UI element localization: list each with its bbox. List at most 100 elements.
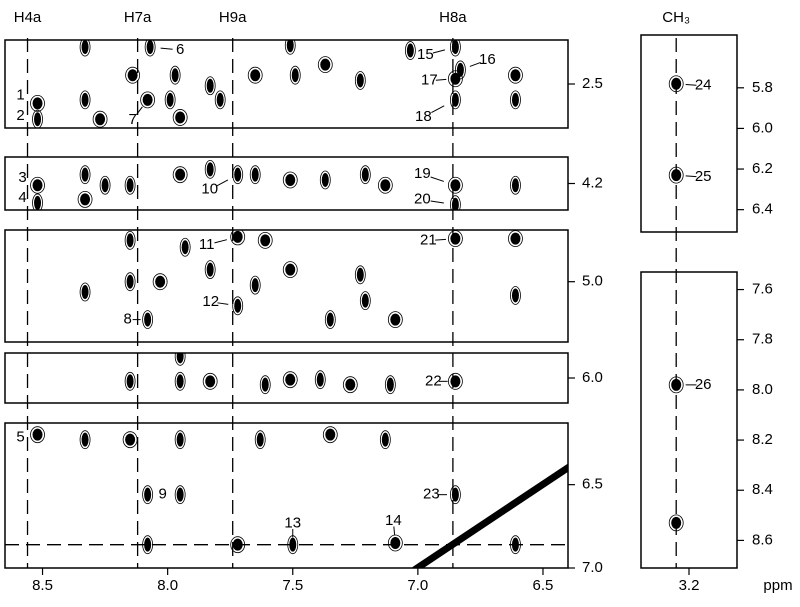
x-tick-label: 3.2 <box>679 577 700 594</box>
peak-label: 23 <box>423 486 440 503</box>
peak-contour <box>317 56 333 74</box>
peak <box>257 231 273 249</box>
peak-core <box>181 240 189 255</box>
peak <box>92 110 108 128</box>
peak <box>77 190 93 208</box>
peak-contour <box>77 190 93 208</box>
peak-core <box>80 193 91 206</box>
peak <box>152 273 168 291</box>
peak <box>282 371 298 389</box>
peak-core <box>286 40 294 53</box>
peak-contour <box>322 426 338 444</box>
peak <box>324 310 336 330</box>
peak-label: 13 <box>284 515 301 532</box>
peak <box>125 66 141 84</box>
peak-contour <box>668 166 684 184</box>
x-tick-label: 6.5 <box>533 577 554 594</box>
peak <box>179 237 191 257</box>
y-tick-label: 2.5 <box>582 75 603 92</box>
peak-contour <box>449 485 461 505</box>
peak <box>232 165 244 185</box>
peak-contour <box>384 375 396 395</box>
peak-label: 4 <box>18 189 26 206</box>
peak-core <box>34 195 42 210</box>
peak <box>79 282 91 302</box>
peak-core <box>260 234 271 247</box>
peak <box>668 166 684 184</box>
peak-label: 15 <box>417 46 434 63</box>
peak-core <box>289 537 297 552</box>
peak <box>174 371 186 391</box>
peak <box>450 40 461 57</box>
diagonal <box>412 463 568 568</box>
peak <box>404 41 416 60</box>
peak-core <box>316 372 324 387</box>
leader <box>430 176 445 182</box>
peak-label: 2 <box>16 107 24 124</box>
leader <box>217 302 229 305</box>
peak <box>214 90 226 110</box>
peak <box>314 370 326 390</box>
peak-contour <box>204 76 216 96</box>
peak-core <box>285 263 296 276</box>
peak-core <box>450 375 461 388</box>
peak-contour <box>508 230 523 248</box>
peak-core <box>144 487 152 502</box>
x-tick-label: 8.0 <box>157 577 178 594</box>
peak-core <box>450 72 461 85</box>
peak-core <box>125 433 136 446</box>
y-tick-label: 4.2 <box>582 174 603 191</box>
leader <box>135 106 143 116</box>
peak-contour <box>124 230 136 250</box>
peak-contour <box>79 40 91 57</box>
peak-contour <box>510 286 521 305</box>
leader <box>435 78 447 81</box>
peak-core <box>285 373 296 386</box>
peak <box>282 261 298 279</box>
peak <box>510 286 521 305</box>
peak <box>249 275 261 295</box>
peak <box>387 534 403 552</box>
peak-core <box>326 312 334 327</box>
peak <box>508 66 523 84</box>
peak-core <box>32 179 43 192</box>
peak <box>230 536 246 554</box>
diagonal <box>421 469 568 568</box>
plot-area <box>79 230 523 330</box>
peak-contour <box>282 171 298 189</box>
peak-core <box>285 173 296 186</box>
peak-label: 8 <box>123 311 131 328</box>
peak <box>342 376 358 394</box>
peak-core <box>356 73 364 88</box>
peak <box>164 90 176 110</box>
peak <box>319 170 331 190</box>
peak-contour <box>142 485 154 505</box>
peak-core <box>127 69 138 82</box>
peak-core <box>511 92 519 107</box>
diagonal <box>418 467 568 568</box>
peak-core <box>361 293 369 308</box>
peak-core <box>176 432 184 447</box>
peak-contour <box>92 110 108 128</box>
peak <box>508 230 523 248</box>
peak-core <box>126 274 134 289</box>
peak-core <box>671 378 682 391</box>
peak-contour <box>447 230 463 248</box>
leader <box>160 47 173 50</box>
peak-contour <box>342 376 358 394</box>
plot-area <box>30 40 523 128</box>
peak-label: 12 <box>202 293 219 310</box>
peak-contour <box>202 372 218 390</box>
peak <box>30 426 45 444</box>
peak-contour <box>254 430 266 450</box>
peak-core <box>81 167 89 182</box>
leader <box>435 238 446 241</box>
peak-core <box>390 313 401 326</box>
peak <box>122 431 138 449</box>
peak <box>172 109 188 126</box>
peak <box>202 372 218 390</box>
peak <box>322 426 338 444</box>
peak <box>124 230 136 250</box>
peak <box>377 176 393 194</box>
y-tick-label: 6.0 <box>752 119 773 136</box>
